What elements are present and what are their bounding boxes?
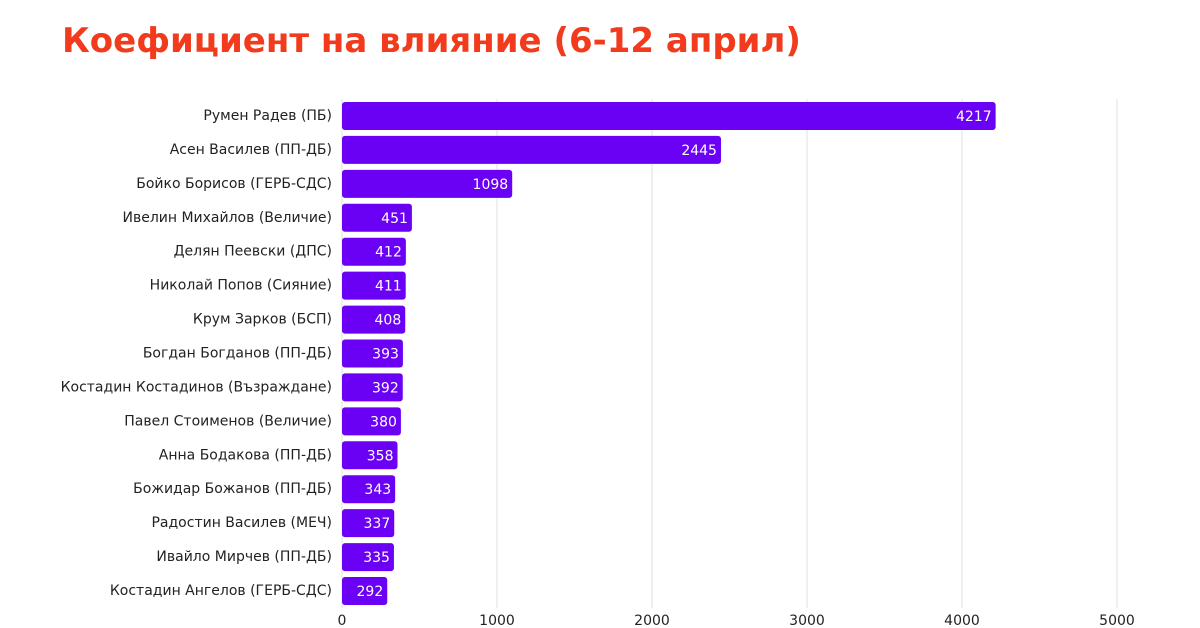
bar: [342, 441, 398, 470]
value-label: 411: [375, 279, 402, 295]
y-tick-label: Богдан Богданов (ПП-ДБ): [143, 346, 332, 362]
bar: [342, 237, 406, 266]
y-tick-label: Румен Радев (ПБ): [203, 108, 332, 124]
y-tick-label: Ивайло Мирчев (ПП-ДБ): [156, 549, 332, 565]
value-label: 2445: [681, 143, 717, 159]
value-label: 380: [370, 414, 397, 430]
x-tick-label: 3000: [789, 613, 825, 628]
y-tick-label: Костадин Ангелов (ГЕРБ-СДС): [110, 583, 332, 599]
value-label: 335: [363, 550, 390, 566]
y-tick-label: Николай Попов (Сияние): [150, 278, 332, 294]
value-label: 392: [372, 380, 399, 396]
y-tick-label: Делян Пеевски (ДПС): [174, 244, 332, 260]
bar: [342, 543, 394, 572]
x-tick-label: 4000: [944, 613, 980, 628]
value-label: 358: [367, 448, 394, 464]
bar: [342, 169, 513, 198]
bar: [342, 101, 996, 130]
value-label: 408: [375, 313, 402, 329]
value-label: 451: [381, 211, 408, 227]
bar: [342, 305, 406, 334]
bar: [342, 475, 396, 504]
y-tick-label: Крум Зарков (БСП): [193, 312, 332, 328]
bar: [342, 135, 721, 164]
y-tick-label: Божидар Божанов (ПП-ДБ): [133, 481, 332, 497]
x-tick-label: 0: [338, 613, 347, 628]
value-label: 412: [375, 245, 402, 261]
x-tick-label: 1000: [479, 613, 515, 628]
y-tick-label: Асен Василев (ПП-ДБ): [170, 142, 332, 158]
bar: [342, 339, 403, 368]
value-label: 343: [364, 482, 391, 498]
x-tick-label: 2000: [634, 613, 670, 628]
y-tick-label: Анна Бодакова (ПП-ДБ): [159, 447, 332, 463]
y-tick-label: Павел Стоименов (Величие): [124, 413, 332, 429]
bar: [342, 407, 401, 436]
y-tick-label: Радостин Василев (МЕЧ): [151, 515, 332, 531]
bar: [342, 373, 403, 402]
bar: [342, 577, 388, 606]
chart-title: Коефициент на влияние (6-12 април): [62, 21, 801, 61]
value-label: 337: [364, 516, 391, 532]
bar: [342, 509, 395, 538]
y-tick-label: Костадин Костадинов (Възраждане): [61, 379, 332, 395]
value-label: 393: [372, 347, 399, 363]
y-tick-label: Ивелин Михайлов (Величие): [122, 210, 332, 226]
value-label: 4217: [956, 109, 992, 125]
bar: [342, 203, 412, 232]
y-tick-label: Бойко Борисов (ГЕРБ-СДС): [136, 176, 332, 192]
value-label: 1098: [473, 177, 509, 193]
value-label: 292: [357, 584, 384, 600]
x-tick-label: 5000: [1099, 613, 1135, 628]
bar: [342, 271, 406, 300]
